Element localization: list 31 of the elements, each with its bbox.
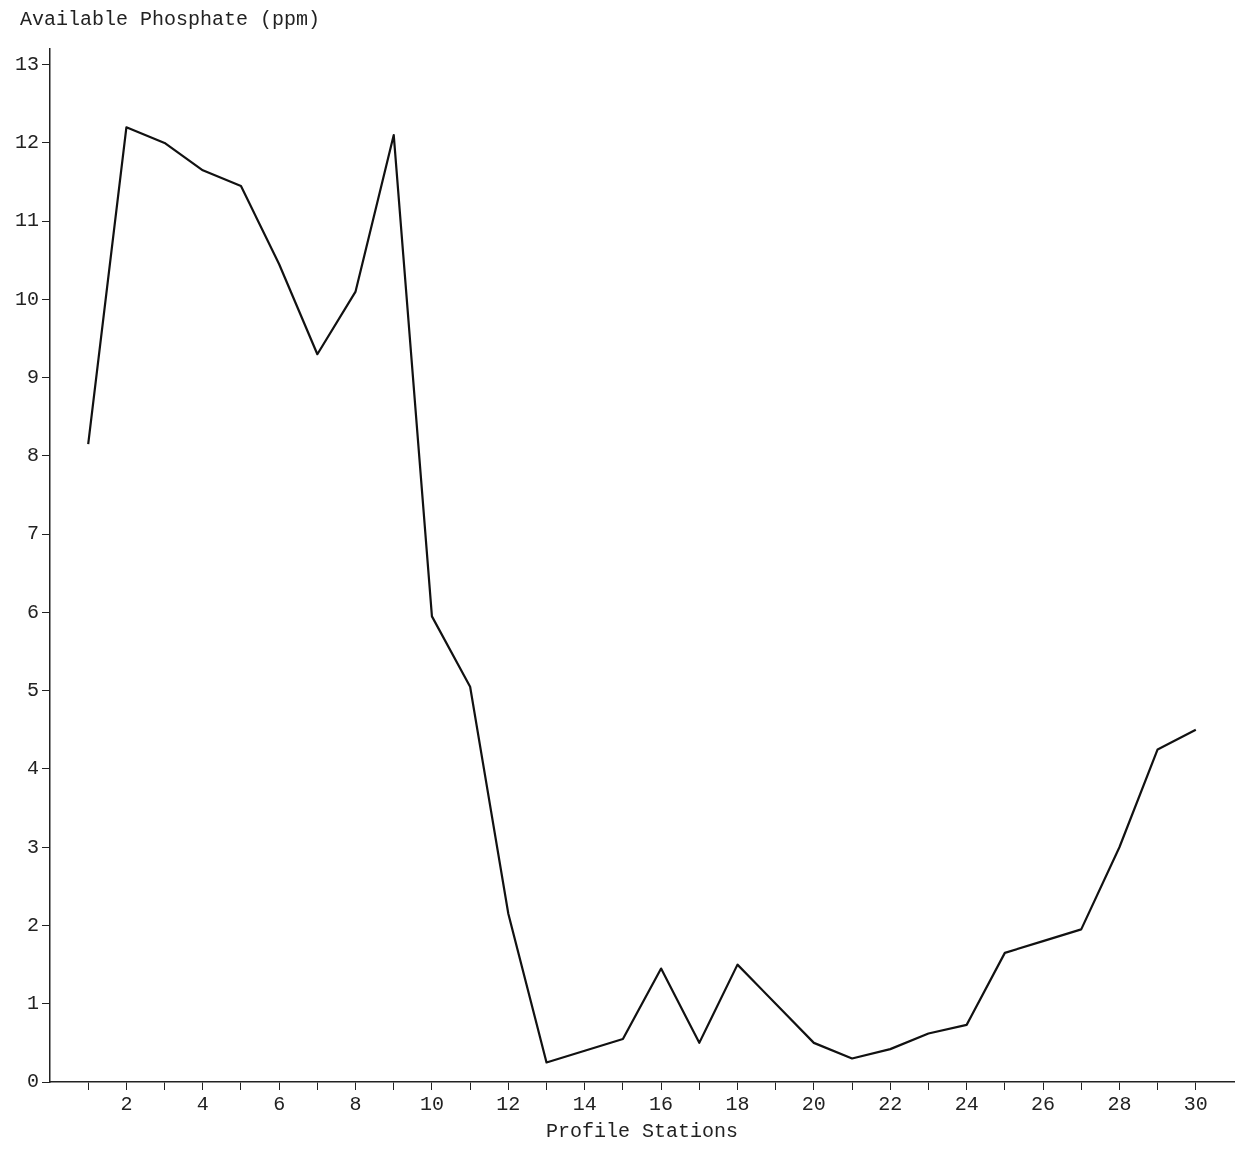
y-tick-label: 1 <box>26 992 39 1016</box>
x-tick-label: 16 <box>649 1093 674 1117</box>
x-axis-title: Profile Stations <box>545 1120 739 1144</box>
x-tick-label: 6 <box>273 1093 286 1117</box>
y-tick-label: 6 <box>26 600 39 624</box>
y-axis-title: Available Phosphate (ppm) <box>19 8 322 33</box>
x-tick-label: 24 <box>954 1093 979 1117</box>
x-tick-label: 4 <box>196 1093 209 1117</box>
x-tick-label: 22 <box>878 1093 903 1117</box>
y-tick-label: 10 <box>14 287 39 311</box>
x-tick-label: 14 <box>572 1093 597 1117</box>
y-tick-label: 7 <box>26 522 39 546</box>
y-tick-label: 3 <box>26 835 39 859</box>
y-tick-label: 12 <box>14 131 39 155</box>
x-tick-label: 2 <box>120 1093 133 1117</box>
x-tick-label: 8 <box>349 1093 362 1117</box>
x-tick-label: 18 <box>725 1093 750 1117</box>
y-tick-label: 9 <box>26 365 39 389</box>
y-tick-label: 8 <box>26 444 39 468</box>
y-tick-label: 4 <box>26 757 39 781</box>
y-tick-label: 0 <box>26 1070 39 1094</box>
x-tick-label: 30 <box>1183 1093 1208 1117</box>
y-tick-label: 5 <box>26 679 39 703</box>
y-tick-label: 13 <box>14 52 39 76</box>
x-tick-label: 10 <box>419 1093 444 1117</box>
y-tick-label: 2 <box>26 913 39 937</box>
x-tick-label: 20 <box>801 1093 826 1117</box>
x-tick-label: 26 <box>1031 1093 1056 1117</box>
y-tick-label: 11 <box>14 209 39 233</box>
x-tick-label: 12 <box>496 1093 521 1117</box>
x-tick-label: 28 <box>1107 1093 1132 1117</box>
